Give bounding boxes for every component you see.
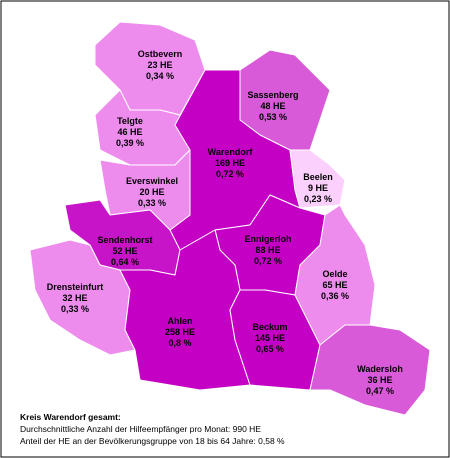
region-label: Drensteinfurt 32 HE 0,33 % [47, 282, 104, 314]
region-share: 0,33 % [138, 198, 166, 208]
region-count: 88 HE [255, 245, 280, 255]
region-share: 0,65 % [256, 344, 284, 354]
region-name: Sendenhorst [97, 235, 152, 245]
region-label: Sassenberg 48 HE 0,53 % [247, 90, 298, 122]
region-name: Beckum [252, 322, 287, 332]
region-share: 0,53 % [259, 112, 287, 122]
footer-line: Anteil der HE an der Bevölkerungsgruppe … [20, 436, 285, 446]
region-share: 0,8 % [168, 338, 191, 348]
region-share: 0,64 % [111, 257, 139, 267]
region-count: 20 HE [139, 187, 164, 197]
region-label: Warendorf 169 HE 0,72 % [208, 147, 254, 179]
region-name: Warendorf [208, 147, 254, 157]
region-label: Ahlen 258 HE 0,8 % [165, 316, 195, 348]
region-count: 9 HE [308, 183, 328, 193]
region-name: Beelen [303, 172, 333, 182]
region [289, 149, 346, 209]
region-count: 65 HE [322, 280, 347, 290]
region-share: 0,23 % [304, 194, 332, 204]
region-share: 0,36 % [321, 291, 349, 301]
region-shape [99, 149, 191, 231]
region-share: 0,72 % [216, 169, 244, 179]
region-name: Ahlen [167, 316, 192, 326]
region-name: Sassenberg [247, 90, 298, 100]
region [99, 149, 191, 231]
region-count: 36 HE [367, 375, 392, 385]
region-share: 0,33 % [61, 304, 89, 314]
region-count: 23 HE [147, 60, 172, 70]
region-label: Sendenhorst 52 HE 0,64 % [97, 235, 152, 267]
region-label: Beelen 9 HE 0,23 % [303, 172, 333, 204]
region-name: Wadersloh [357, 364, 403, 374]
region-share: 0,72 % [254, 256, 282, 266]
region-count: 48 HE [260, 101, 285, 111]
region-name: Ostbevern [138, 49, 183, 59]
region-label: Beckum 145 HE 0,65 % [252, 322, 287, 354]
region-label: Everswinkel 20 HE 0,33 % [126, 176, 178, 208]
region-name: Oelde [322, 269, 347, 279]
region-count: 46 HE [117, 127, 142, 137]
region-shape [289, 149, 346, 209]
region-label: Ostbevern 23 HE 0,34 % [138, 49, 183, 81]
region-label: Wadersloh 36 HE 0,47 % [357, 364, 403, 396]
footer-title: Kreis Warendorf gesamt: [20, 412, 121, 422]
region-count: 145 HE [255, 333, 285, 343]
region-label: Telgte 46 HE 0,39 % [116, 116, 144, 148]
region-share: 0,34 % [146, 71, 174, 81]
footer-line: Durchschnittliche Anzahl der Hilfeempfän… [20, 424, 261, 434]
region-name: Everswinkel [126, 176, 178, 186]
region-label: Ennigerloh 88 HE 0,72 % [245, 234, 292, 266]
region-name: Drensteinfurt [47, 282, 104, 292]
region-name: Telgte [117, 116, 143, 126]
region-shape [309, 324, 431, 416]
region [309, 324, 431, 416]
region-count: 32 HE [62, 293, 87, 303]
region-share: 0,39 % [116, 138, 144, 148]
region-count: 169 HE [215, 158, 245, 168]
region-count: 52 HE [112, 246, 137, 256]
region-name: Ennigerloh [245, 234, 292, 244]
region-count: 258 HE [165, 327, 195, 337]
region-label: Oelde 65 HE 0,36 % [321, 269, 349, 301]
region-share: 0,47 % [366, 386, 394, 396]
